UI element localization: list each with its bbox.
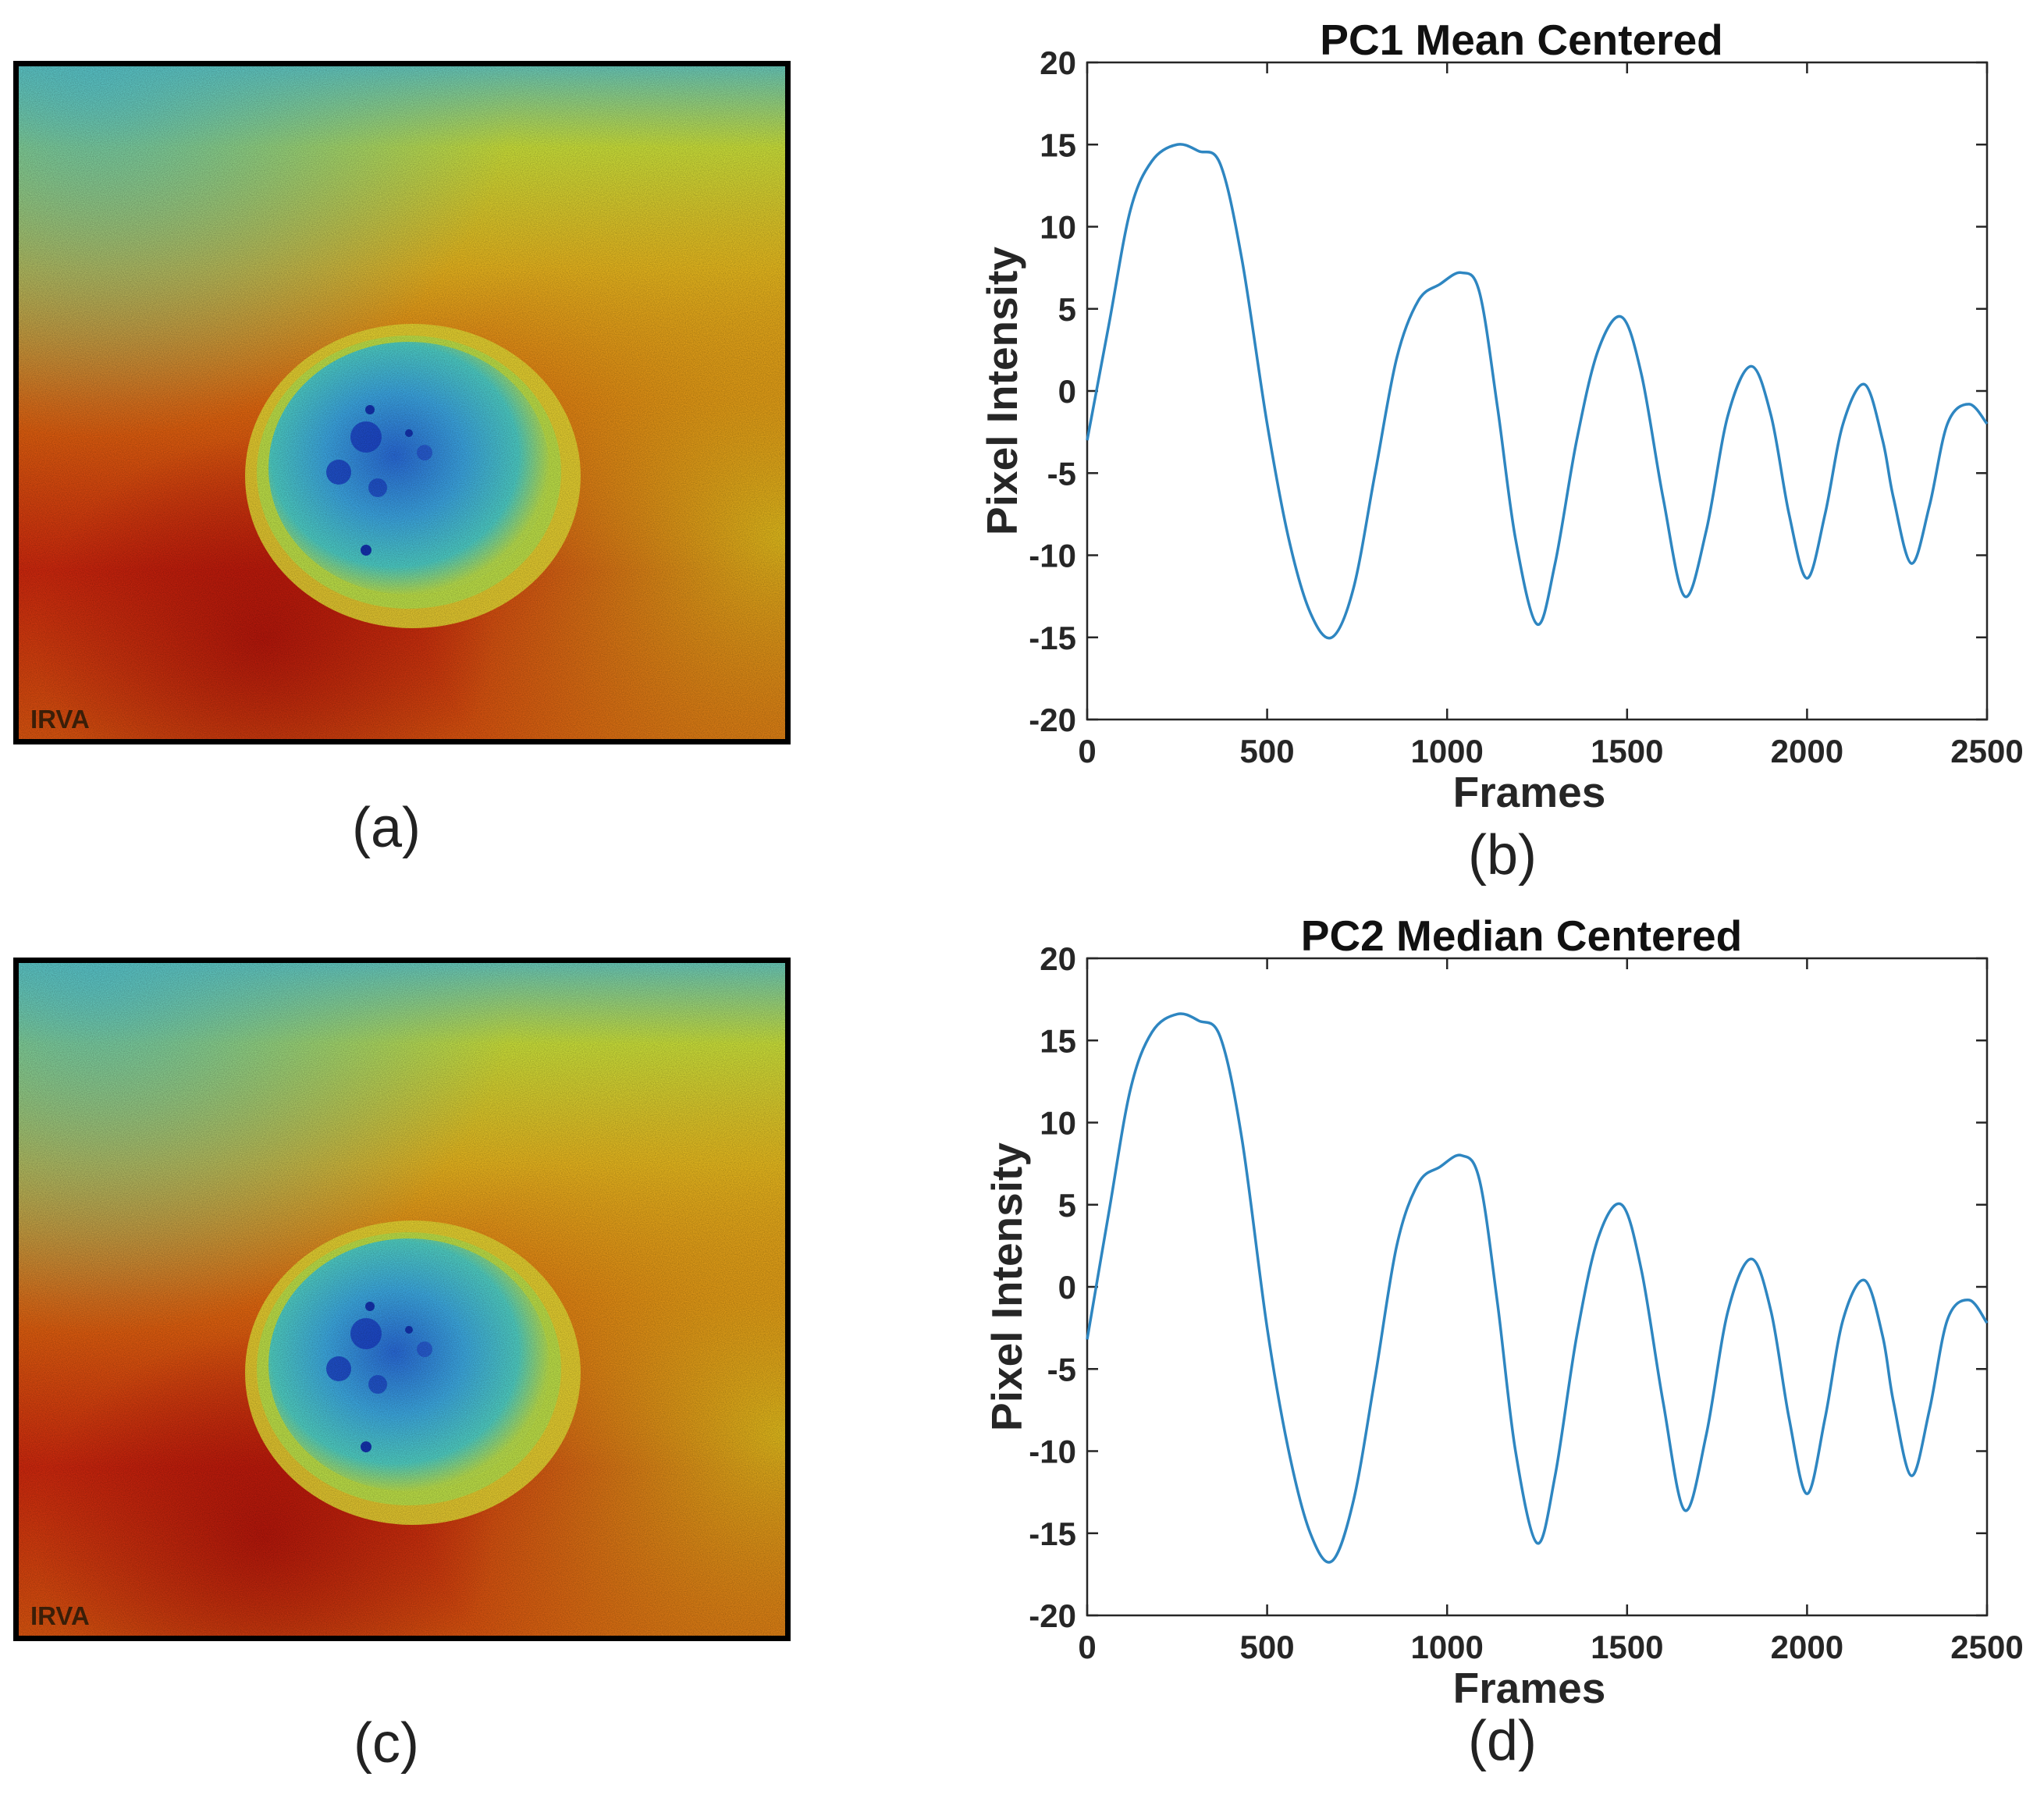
y-tick-label: -5	[1047, 455, 1076, 492]
panel-label-d: (d)	[1468, 1710, 1537, 1772]
chart-pc2: 0 500 1000 1500 2000 2500 20 15 10 5 0 -5 -10 -15 -20 P…	[983, 911, 2024, 1712]
x-tick-label: 1000	[1410, 733, 1483, 769]
y-tick-label: 0	[1058, 1269, 1076, 1306]
chart-pc1: 0 500 1000 1500 2000 2500 20 15 10 5 0 -5 -10 -15 -20 P…	[978, 16, 2024, 816]
x-tick-label: 1000	[1410, 1629, 1483, 1665]
y-tick-label: -5	[1047, 1351, 1076, 1388]
y-tick-label: 20	[1040, 940, 1076, 977]
y-tick-label: 15	[1040, 126, 1076, 163]
y-tick-label: -10	[1029, 1434, 1076, 1470]
x-tick-label: 2500	[1950, 733, 2023, 769]
y-tick-label: -10	[1029, 538, 1076, 574]
y-tick-label: 10	[1040, 209, 1076, 246]
panel-label-b: (b)	[1468, 824, 1537, 887]
y-tick-label: -20	[1029, 702, 1076, 738]
image-stamp: IRVA	[30, 1601, 90, 1630]
plot-frame	[1086, 61, 1989, 721]
chart-title: PC2 Median Centered	[1301, 911, 1742, 960]
y-tick-label: -15	[1029, 1516, 1076, 1552]
x-tick-label: 500	[1240, 733, 1295, 769]
chart-title: PC1 Mean Centered	[1320, 16, 1723, 64]
y-tick-label: 20	[1040, 44, 1076, 81]
thermal-map-c	[19, 963, 785, 1636]
thermal-map-a	[19, 66, 785, 739]
panel-label-a: (a)	[352, 797, 421, 859]
thermal-image-c: IRVA	[13, 958, 791, 1641]
x-tick-label: 0	[1078, 733, 1096, 769]
y-tick-label: 10	[1040, 1105, 1076, 1142]
x-tick-label: 1500	[1591, 1629, 1663, 1665]
y-axis-label: Pixel Intensity	[983, 1142, 1031, 1431]
y-axis-label: Pixel Intensity	[978, 247, 1026, 535]
y-tick-label: 15	[1040, 1022, 1076, 1059]
x-tick-label: 0	[1078, 1629, 1096, 1665]
x-tick-label: 500	[1240, 1629, 1295, 1665]
series-line-pc1	[1086, 143, 1989, 640]
y-tick-label: -20	[1029, 1597, 1076, 1634]
x-axis-label: Frames	[1453, 768, 1606, 816]
panel-label-c: (c)	[354, 1712, 419, 1775]
x-tick-label: 2000	[1771, 733, 1843, 769]
y-tick-label: -15	[1029, 620, 1076, 656]
series-line-pc2	[1086, 1012, 1989, 1564]
image-stamp: IRVA	[30, 705, 90, 734]
x-tick-label: 1500	[1591, 733, 1663, 769]
x-tick-label: 2000	[1771, 1629, 1843, 1665]
plot-frame	[1086, 957, 1989, 1617]
thermal-image-a: IRVA	[13, 61, 791, 744]
y-tick-label: 5	[1058, 291, 1076, 328]
x-axis-label: Frames	[1453, 1664, 1606, 1712]
y-tick-label: 5	[1058, 1187, 1076, 1224]
x-tick-label: 2500	[1950, 1629, 2023, 1665]
y-tick-label: 0	[1058, 373, 1076, 410]
